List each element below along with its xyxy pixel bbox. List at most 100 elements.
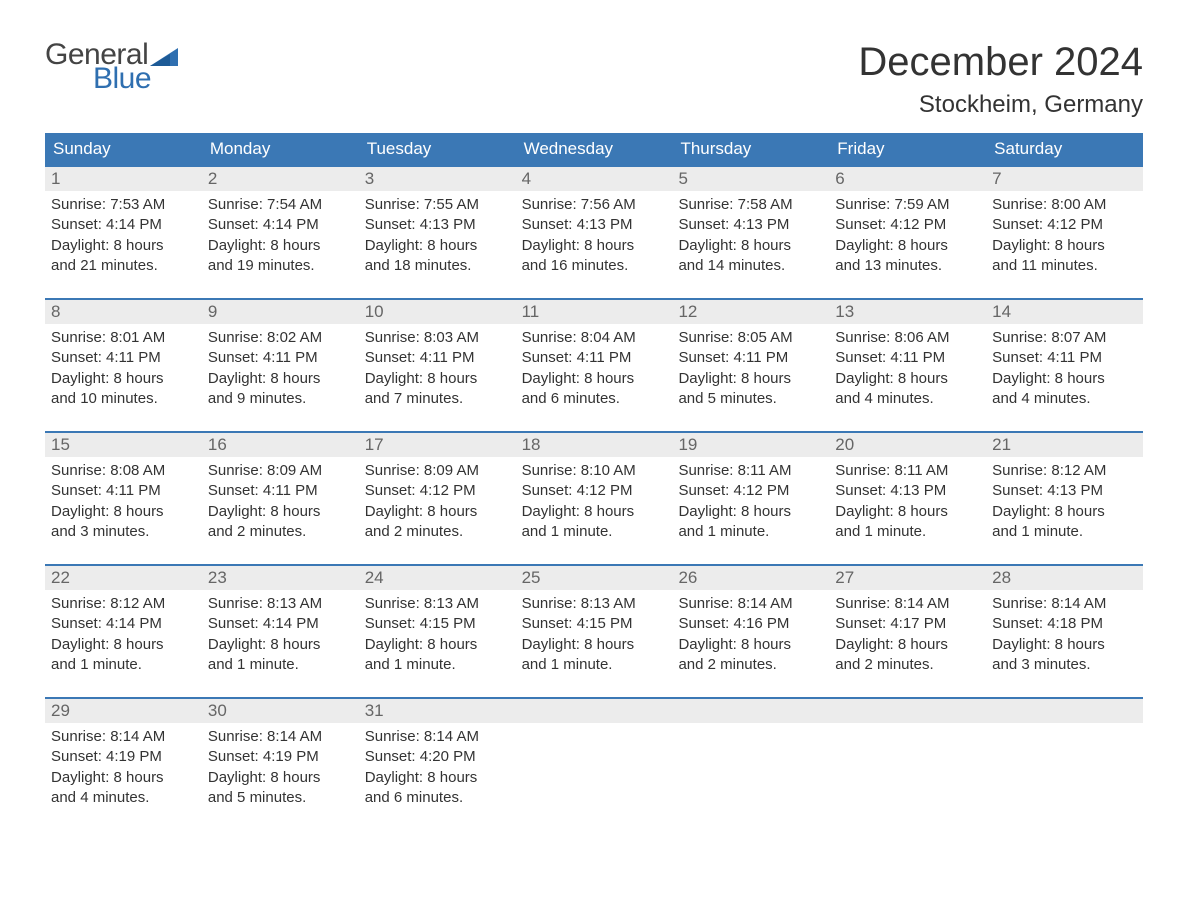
sunset-text: Sunset: 4:14 PM bbox=[51, 614, 196, 634]
sunset-text: Sunset: 4:11 PM bbox=[992, 348, 1137, 368]
day-details: Sunrise: 8:01 AMSunset: 4:11 PMDaylight:… bbox=[45, 324, 202, 417]
day-number: 12 bbox=[678, 302, 697, 321]
sunrise-text: Sunrise: 8:14 AM bbox=[365, 727, 510, 747]
calendar-day: 22Sunrise: 8:12 AMSunset: 4:14 PMDayligh… bbox=[45, 566, 202, 683]
calendar-day: 7Sunrise: 8:00 AMSunset: 4:12 PMDaylight… bbox=[986, 167, 1143, 284]
daylight-text: and 21 minutes. bbox=[51, 256, 196, 276]
sunrise-text: Sunrise: 8:03 AM bbox=[365, 328, 510, 348]
day-number-row: 9 bbox=[202, 300, 359, 324]
sunrise-text: Sunrise: 7:54 AM bbox=[208, 195, 353, 215]
daylight-text: Daylight: 8 hours bbox=[678, 502, 823, 522]
day-details: Sunrise: 8:14 AMSunset: 4:18 PMDaylight:… bbox=[986, 590, 1143, 683]
daylight-text: Daylight: 8 hours bbox=[365, 236, 510, 256]
calendar-day: 27Sunrise: 8:14 AMSunset: 4:17 PMDayligh… bbox=[829, 566, 986, 683]
sunrise-text: Sunrise: 8:14 AM bbox=[835, 594, 980, 614]
sunrise-text: Sunrise: 8:05 AM bbox=[678, 328, 823, 348]
day-number-row bbox=[986, 699, 1143, 723]
daylight-text: Daylight: 8 hours bbox=[51, 768, 196, 788]
calendar-day: 15Sunrise: 8:08 AMSunset: 4:11 PMDayligh… bbox=[45, 433, 202, 550]
sunrise-text: Sunrise: 8:14 AM bbox=[992, 594, 1137, 614]
day-number-row bbox=[672, 699, 829, 723]
calendar-day: 19Sunrise: 8:11 AMSunset: 4:12 PMDayligh… bbox=[672, 433, 829, 550]
day-number-row: 8 bbox=[45, 300, 202, 324]
day-details: Sunrise: 8:14 AMSunset: 4:16 PMDaylight:… bbox=[672, 590, 829, 683]
day-number: 31 bbox=[365, 701, 384, 720]
day-details: Sunrise: 8:07 AMSunset: 4:11 PMDaylight:… bbox=[986, 324, 1143, 417]
daylight-text: Daylight: 8 hours bbox=[365, 502, 510, 522]
day-details: Sunrise: 8:02 AMSunset: 4:11 PMDaylight:… bbox=[202, 324, 359, 417]
sunset-text: Sunset: 4:12 PM bbox=[835, 215, 980, 235]
day-number: 3 bbox=[365, 169, 374, 188]
sunrise-text: Sunrise: 8:14 AM bbox=[208, 727, 353, 747]
daylight-text: Daylight: 8 hours bbox=[992, 635, 1137, 655]
daylight-text: and 1 minute. bbox=[678, 522, 823, 542]
sunrise-text: Sunrise: 8:00 AM bbox=[992, 195, 1137, 215]
calendar-day: 13Sunrise: 8:06 AMSunset: 4:11 PMDayligh… bbox=[829, 300, 986, 417]
calendar-day: 12Sunrise: 8:05 AMSunset: 4:11 PMDayligh… bbox=[672, 300, 829, 417]
day-number: 19 bbox=[678, 435, 697, 454]
daylight-text: Daylight: 8 hours bbox=[51, 236, 196, 256]
calendar-day: 21Sunrise: 8:12 AMSunset: 4:13 PMDayligh… bbox=[986, 433, 1143, 550]
day-details: Sunrise: 8:13 AMSunset: 4:14 PMDaylight:… bbox=[202, 590, 359, 683]
day-number-row: 25 bbox=[516, 566, 673, 590]
day-number-row: 4 bbox=[516, 167, 673, 191]
weekday-header: Thursday bbox=[672, 133, 829, 165]
calendar-day: 30Sunrise: 8:14 AMSunset: 4:19 PMDayligh… bbox=[202, 699, 359, 816]
sunset-text: Sunset: 4:11 PM bbox=[51, 348, 196, 368]
day-details: Sunrise: 8:14 AMSunset: 4:19 PMDaylight:… bbox=[45, 723, 202, 816]
day-details: Sunrise: 7:56 AMSunset: 4:13 PMDaylight:… bbox=[516, 191, 673, 284]
daylight-text: and 7 minutes. bbox=[365, 389, 510, 409]
day-number-row: 14 bbox=[986, 300, 1143, 324]
daylight-text: and 1 minute. bbox=[522, 522, 667, 542]
day-details: Sunrise: 8:11 AMSunset: 4:13 PMDaylight:… bbox=[829, 457, 986, 550]
daylight-text: Daylight: 8 hours bbox=[208, 369, 353, 389]
day-number-row: 31 bbox=[359, 699, 516, 723]
day-number: 14 bbox=[992, 302, 1011, 321]
day-number: 30 bbox=[208, 701, 227, 720]
calendar-day: 1Sunrise: 7:53 AMSunset: 4:14 PMDaylight… bbox=[45, 167, 202, 284]
daylight-text: Daylight: 8 hours bbox=[208, 236, 353, 256]
sunset-text: Sunset: 4:11 PM bbox=[51, 481, 196, 501]
daylight-text: Daylight: 8 hours bbox=[208, 635, 353, 655]
daylight-text: Daylight: 8 hours bbox=[678, 236, 823, 256]
calendar-day bbox=[986, 699, 1143, 816]
sunrise-text: Sunrise: 7:53 AM bbox=[51, 195, 196, 215]
daylight-text: Daylight: 8 hours bbox=[365, 369, 510, 389]
weekday-header: Monday bbox=[202, 133, 359, 165]
day-details: Sunrise: 8:08 AMSunset: 4:11 PMDaylight:… bbox=[45, 457, 202, 550]
sunset-text: Sunset: 4:13 PM bbox=[835, 481, 980, 501]
sunrise-text: Sunrise: 8:14 AM bbox=[51, 727, 196, 747]
day-number-row: 1 bbox=[45, 167, 202, 191]
day-number bbox=[992, 701, 997, 720]
day-number-row: 21 bbox=[986, 433, 1143, 457]
calendar-day: 8Sunrise: 8:01 AMSunset: 4:11 PMDaylight… bbox=[45, 300, 202, 417]
day-number: 25 bbox=[522, 568, 541, 587]
sunset-text: Sunset: 4:13 PM bbox=[678, 215, 823, 235]
calendar-day: 25Sunrise: 8:13 AMSunset: 4:15 PMDayligh… bbox=[516, 566, 673, 683]
day-number-row: 2 bbox=[202, 167, 359, 191]
header: General Blue December 2024 Stockheim, Ge… bbox=[45, 40, 1143, 119]
daylight-text: and 4 minutes. bbox=[51, 788, 196, 808]
day-number: 5 bbox=[678, 169, 687, 188]
sunrise-text: Sunrise: 8:04 AM bbox=[522, 328, 667, 348]
calendar-day: 24Sunrise: 8:13 AMSunset: 4:15 PMDayligh… bbox=[359, 566, 516, 683]
day-details: Sunrise: 8:06 AMSunset: 4:11 PMDaylight:… bbox=[829, 324, 986, 417]
day-details: Sunrise: 8:09 AMSunset: 4:12 PMDaylight:… bbox=[359, 457, 516, 550]
day-details: Sunrise: 8:09 AMSunset: 4:11 PMDaylight:… bbox=[202, 457, 359, 550]
title-block: December 2024 Stockheim, Germany bbox=[858, 40, 1143, 119]
day-number-row: 6 bbox=[829, 167, 986, 191]
day-number: 21 bbox=[992, 435, 1011, 454]
daylight-text: Daylight: 8 hours bbox=[51, 635, 196, 655]
sunset-text: Sunset: 4:12 PM bbox=[992, 215, 1137, 235]
daylight-text: Daylight: 8 hours bbox=[992, 236, 1137, 256]
day-number: 17 bbox=[365, 435, 384, 454]
calendar-day: 9Sunrise: 8:02 AMSunset: 4:11 PMDaylight… bbox=[202, 300, 359, 417]
day-number: 22 bbox=[51, 568, 70, 587]
location-label: Stockheim, Germany bbox=[858, 91, 1143, 119]
calendar-day bbox=[516, 699, 673, 816]
daylight-text: Daylight: 8 hours bbox=[51, 369, 196, 389]
sunset-text: Sunset: 4:13 PM bbox=[522, 215, 667, 235]
day-number-row: 18 bbox=[516, 433, 673, 457]
day-number: 16 bbox=[208, 435, 227, 454]
daylight-text: Daylight: 8 hours bbox=[522, 236, 667, 256]
